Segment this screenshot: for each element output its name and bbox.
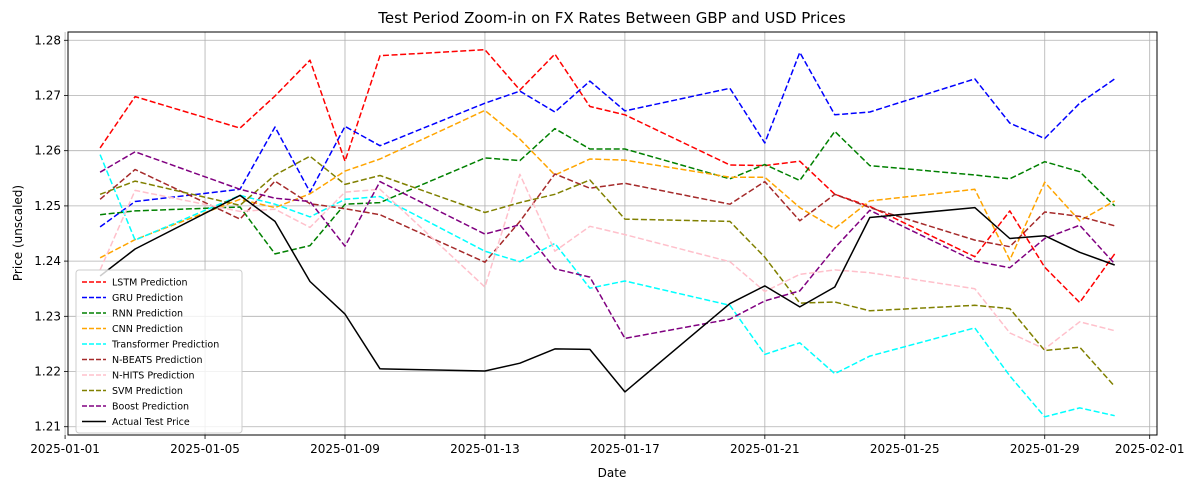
x-axis-label: Date <box>598 466 627 480</box>
series-line-lstm-prediction <box>99 48 1116 304</box>
x-tick-label: 2025-01-13 <box>450 442 520 456</box>
x-tick-label: 2025-01-05 <box>170 442 240 456</box>
chart-title: Test Period Zoom-in on FX Rates Between … <box>377 9 846 27</box>
x-tick-label: 2025-02-01 <box>1115 442 1185 456</box>
y-tick-label: 1.27 <box>34 88 61 102</box>
legend-label: Actual Test Price <box>112 417 190 428</box>
x-tick-label: 2025-01-17 <box>590 442 660 456</box>
series-line-n-hits-prediction <box>99 173 1115 350</box>
legend-label: N-HITS Prediction <box>112 371 195 382</box>
series-lines <box>99 48 1116 418</box>
legend-label: CNN Prediction <box>112 324 183 335</box>
legend: LSTM Prediction GRU Prediction RNN Predict… <box>75 269 243 434</box>
y-axis-label: Price (unscaled) <box>11 185 25 281</box>
legend-label: Boost Prediction <box>112 402 189 413</box>
series-line-transformer-prediction <box>99 154 1115 418</box>
x-tick-label: 2025-01-29 <box>1010 442 1080 456</box>
legend-label: SVM Prediction <box>112 386 183 397</box>
y-tick-label: 1.22 <box>34 365 61 379</box>
y-tick-label: 1.28 <box>34 33 61 47</box>
axis-ticks: 2025-01-01 2025-01-05 2025-01-09 2025-01-13… <box>30 33 1184 456</box>
series-line-gru-prediction <box>99 51 1116 228</box>
series-line-boost-prediction <box>99 151 1116 340</box>
x-tick-label: 2025-01-21 <box>730 442 800 456</box>
series-line-cnn-prediction <box>99 109 1116 261</box>
y-tick-label: 1.26 <box>34 144 61 158</box>
legend-box <box>75 269 243 434</box>
legend-label: LSTM Prediction <box>112 278 188 289</box>
y-tick-label: 1.24 <box>34 254 61 268</box>
x-tick-label: 2025-01-01 <box>30 442 100 456</box>
legend-label: Transformer Prediction <box>111 340 219 351</box>
x-tick-label: 2025-01-25 <box>870 442 940 456</box>
y-tick-label: 1.25 <box>34 199 61 213</box>
legend-label: RNN Prediction <box>112 309 183 320</box>
y-tick-label: 1.23 <box>34 309 61 323</box>
legend-label: GRU Prediction <box>112 293 183 304</box>
y-tick-label: 1.21 <box>34 420 61 434</box>
series-line-actual-test-price <box>99 194 1115 393</box>
series-line-rnn-prediction <box>100 127 1116 255</box>
series-line-n-beats-prediction <box>99 168 1115 263</box>
series-line-svm-prediction <box>99 155 1116 387</box>
plot-area-frame <box>67 31 1158 436</box>
legend-label: N-BEATS Prediction <box>112 355 203 366</box>
x-tick-label: 2025-01-09 <box>310 442 380 456</box>
